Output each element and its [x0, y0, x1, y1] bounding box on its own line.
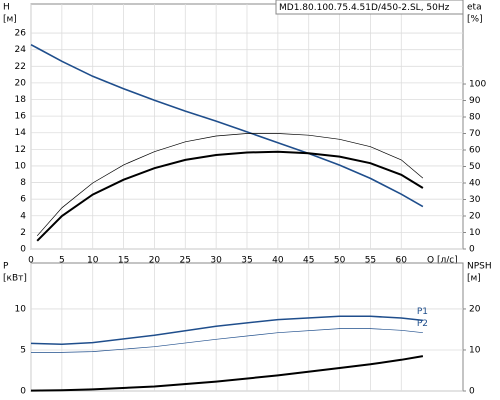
y-tick-label: 4	[20, 211, 26, 221]
y2-axis-label: [м]	[467, 274, 481, 284]
y2-tick-label: 100	[469, 80, 486, 90]
y-axis-label: [кВт]	[3, 274, 27, 284]
y2-tick-label: 10	[469, 345, 481, 355]
x-tick-label: 30	[210, 256, 222, 266]
x-tick-label: 25	[180, 256, 191, 266]
y-tick-label: 26	[15, 29, 27, 39]
x-tick-label: 20	[149, 256, 161, 266]
y2-tick-label: 0	[469, 245, 475, 255]
curve	[30, 355, 424, 392]
y-axis-label: H	[3, 3, 10, 13]
curve	[36, 150, 424, 242]
y-tick-label: 22	[15, 62, 26, 72]
y2-tick-label: 80	[469, 113, 481, 123]
y2-tick-label: 20	[469, 304, 481, 314]
x-tick-label: 0	[28, 256, 34, 266]
title-box	[275, 0, 464, 15]
series-label: P1	[417, 307, 428, 317]
y2-tick-label: 90	[469, 96, 481, 106]
y2-tick-label: 60	[469, 146, 481, 156]
y2-tick-label: 40	[469, 179, 481, 189]
y-tick-label: 10	[15, 304, 27, 314]
y-tick-label: 10	[15, 161, 27, 171]
curve	[31, 328, 423, 353]
y-tick-label: 8	[20, 178, 26, 188]
y2-tick-label: 30	[469, 195, 481, 205]
y2-axis-label: [%]	[467, 15, 483, 25]
y-tick-label: 14	[15, 128, 27, 138]
x-tick-label: 50	[334, 256, 346, 266]
chart-title: MD1.80.100.75.4.51D/450-2.SL, 50Hz	[279, 3, 450, 13]
y-tick-label: 16	[15, 112, 27, 122]
y-tick-label: 0	[20, 245, 26, 255]
x-tick-label: 15	[118, 256, 129, 266]
curve	[30, 315, 423, 345]
y-tick-label: 18	[15, 95, 27, 105]
y2-axis-label: NPSH	[467, 262, 492, 272]
y-tick-label: 6	[20, 195, 26, 205]
x-tick-label: 10	[87, 256, 99, 266]
y2-tick-label: 0	[469, 387, 475, 397]
y-axis-label: P	[3, 262, 9, 272]
x-tick-label: 60	[396, 256, 408, 266]
y-tick-label: 24	[15, 45, 27, 55]
y2-tick-label: 10	[469, 228, 481, 238]
x-tick-label: 45	[303, 256, 314, 266]
y-tick-label: 12	[15, 145, 26, 155]
curve	[30, 43, 424, 208]
y-tick-label: 20	[15, 78, 27, 88]
y2-axis-label: eta	[467, 3, 482, 13]
curve	[36, 133, 424, 237]
x-axis-label: Q [л/с]	[427, 256, 458, 266]
x-tick-label: 40	[272, 256, 284, 266]
y-tick-label: 5	[20, 345, 26, 355]
y2-tick-label: 20	[469, 212, 481, 222]
y2-tick-label: 70	[469, 129, 481, 139]
y-axis-label: [м]	[3, 15, 17, 25]
y2-tick-label: 50	[469, 162, 481, 172]
y-tick-label: 2	[20, 228, 26, 238]
x-tick-label: 35	[241, 256, 252, 266]
x-tick-label: 5	[59, 256, 65, 266]
series-label: P2	[417, 319, 428, 329]
y-tick-label: 0	[20, 387, 26, 397]
x-tick-label: 55	[365, 256, 376, 266]
